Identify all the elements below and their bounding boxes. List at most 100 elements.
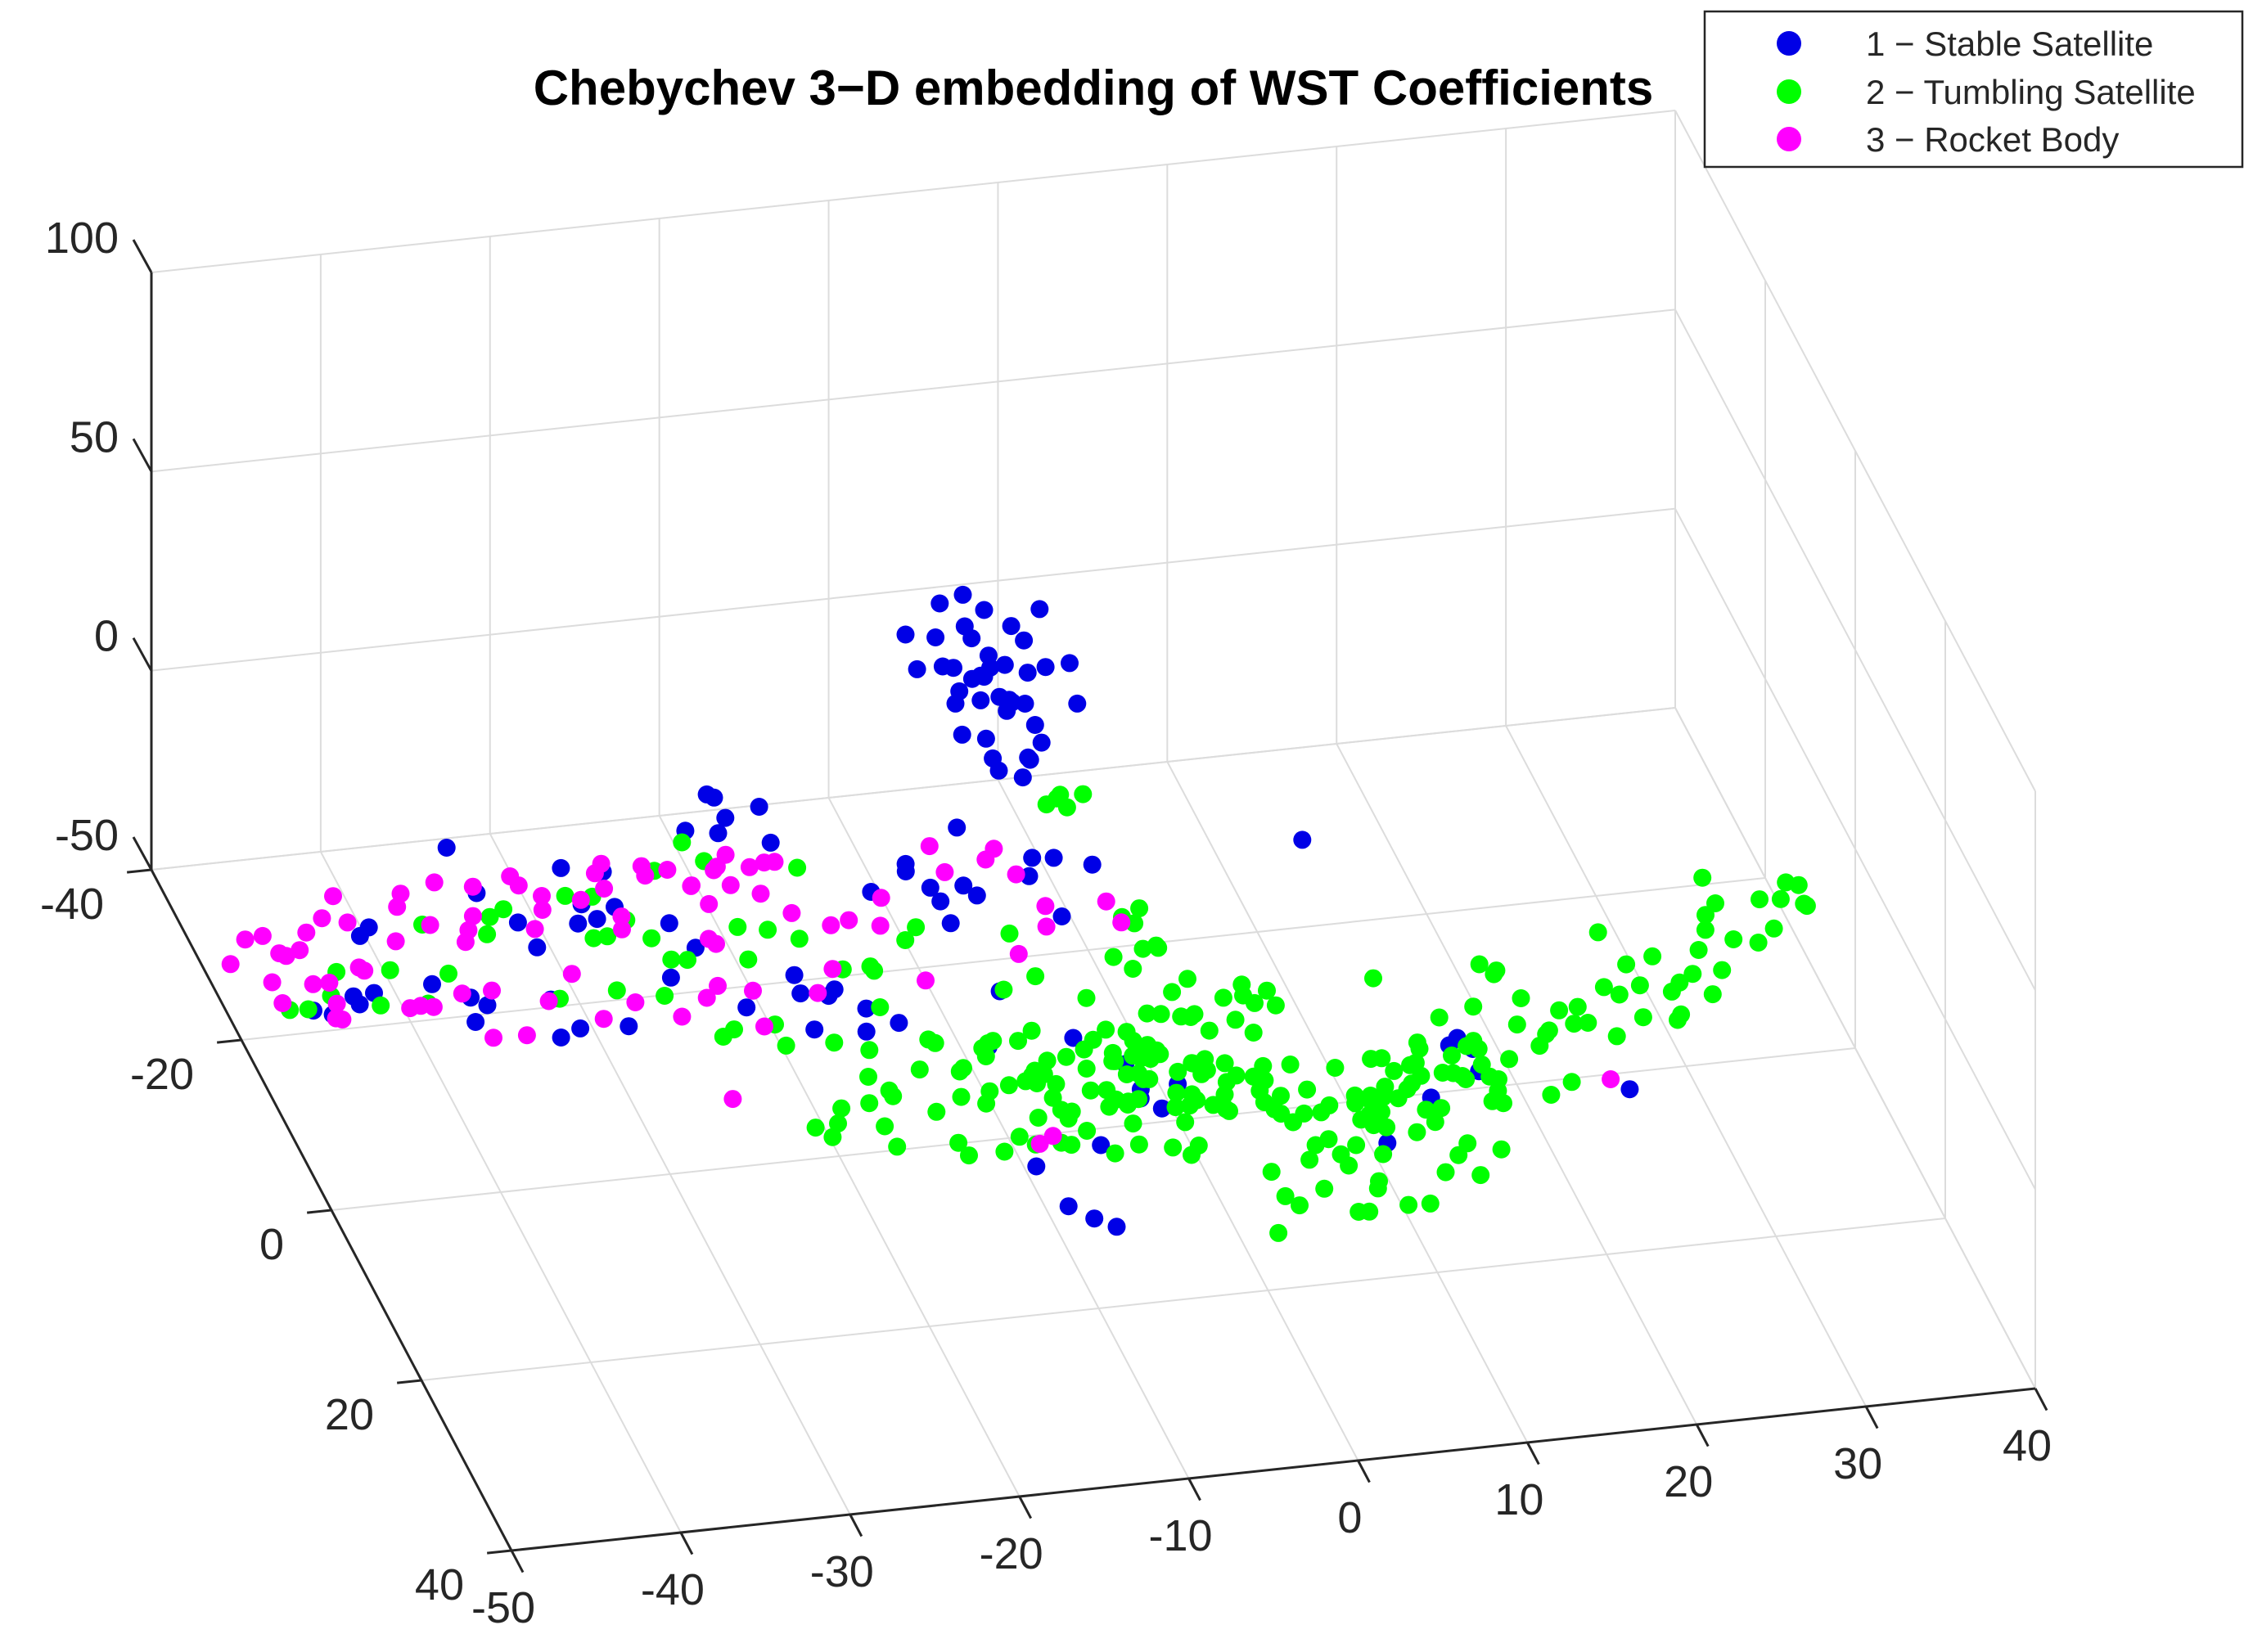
tumbling-satellite-point	[1034, 1065, 1053, 1083]
tumbling-satellite-point	[1696, 906, 1715, 925]
tumbling-satellite-point	[1226, 1011, 1245, 1029]
tumbling-satellite-point	[860, 1041, 879, 1060]
tumbling-satellite-point	[1565, 1015, 1584, 1033]
tumbling-satellite-point	[381, 961, 399, 979]
tumbling-satellite-point	[954, 1059, 972, 1078]
tumbling-satellite-point	[1125, 914, 1144, 933]
tumbling-satellite-point	[1187, 1091, 1206, 1110]
rocket-body-point	[1097, 892, 1115, 911]
rocket-body-point	[1009, 944, 1028, 963]
rocket-body-point	[755, 1017, 773, 1036]
tumbling-satellite-point	[1483, 1092, 1502, 1110]
rocket-body-point	[744, 981, 762, 1000]
tumbling-satellite-point	[919, 1030, 938, 1049]
tumbling-satellite-point	[1057, 798, 1076, 817]
stable-satellite-point	[1293, 831, 1312, 849]
stable-satellite-point	[975, 668, 994, 686]
tumbling-satellite-point	[1119, 1096, 1138, 1114]
tumbling-satellite-point	[1258, 981, 1276, 1000]
stable-satellite-point	[1013, 768, 1032, 787]
rocket-body-point	[236, 930, 255, 949]
tumbling-satellite-point	[1672, 1005, 1691, 1024]
tumbling-satellite-point	[1062, 1136, 1081, 1155]
tumbling-satellite-point	[1426, 1113, 1444, 1132]
rocket-body-point	[707, 934, 725, 953]
stable-satellite-point	[1083, 855, 1102, 874]
rocket-body-point	[424, 997, 443, 1016]
tumbling-satellite-point	[739, 950, 758, 969]
tumbling-satellite-point	[1022, 1021, 1041, 1040]
tumbling-satellite-point	[1703, 985, 1722, 1004]
tumbling-satellite-point	[1340, 1156, 1359, 1175]
rocket-body-point	[1030, 1134, 1049, 1153]
tumbling-satellite-point	[1298, 1080, 1317, 1099]
tumbling-satellite-point	[1281, 1056, 1300, 1074]
grid-line	[1674, 110, 2036, 792]
tumbling-satellite-point	[1026, 967, 1045, 986]
y-axis-tick	[307, 1209, 332, 1214]
rocket-body-point	[1037, 917, 1056, 936]
rocket-body-point	[683, 876, 701, 895]
tumbling-satellite-point	[1485, 965, 1503, 984]
stable-satellite-point	[350, 926, 369, 945]
stable-satellite-point	[737, 998, 756, 1017]
tumbling-satellite-point	[1151, 1005, 1170, 1024]
x-tick-label: -10	[1149, 1511, 1213, 1560]
rocket-body-point	[338, 913, 357, 932]
stable-satellite-point	[908, 659, 926, 678]
tumbling-satellite-point	[896, 931, 915, 949]
tumbling-satellite-point	[1077, 1060, 1096, 1078]
tumbling-satellite-point	[1124, 960, 1142, 978]
tumbling-satellite-point	[1178, 970, 1196, 988]
tumbling-satellite-point	[1151, 1045, 1169, 1064]
stable-satellite-point	[1085, 1209, 1104, 1228]
tumbling-satellite-point	[1097, 1081, 1116, 1100]
rocket-body-point	[673, 1007, 692, 1026]
rocket-body-point	[595, 880, 614, 898]
stable-satellite-point	[588, 910, 606, 929]
stable-satellite-point	[660, 914, 678, 933]
tumbling-satellite-point	[806, 1119, 825, 1137]
stable-satellite-point	[1015, 631, 1034, 650]
stable-satellite-point	[953, 725, 971, 744]
tumbling-satellite-point	[1764, 919, 1783, 938]
tumbling-satellite-point	[1368, 1179, 1387, 1198]
y-tick-label: 0	[259, 1220, 284, 1269]
rocket-body-point	[421, 916, 439, 934]
stable-satellite-point	[478, 996, 497, 1015]
tumbling-satellite-point	[1077, 988, 1096, 1007]
tumbling-satellite-point	[1539, 1021, 1558, 1040]
y-tick-label: 20	[325, 1390, 374, 1439]
stable-satellite-point	[1107, 1218, 1126, 1236]
stable-satellite-point	[890, 1014, 908, 1033]
x-axis-line	[511, 1387, 2036, 1552]
tumbling-satellite-point	[1244, 1067, 1263, 1086]
tumbling-satellite-point	[714, 1028, 732, 1046]
tumbling-satellite-point	[1403, 1074, 1422, 1093]
y-tick-label: 40	[415, 1560, 464, 1609]
rocket-body-point	[871, 916, 890, 935]
tumbling-satellite-point	[607, 981, 626, 1000]
legend-marker-stable	[1777, 31, 1801, 56]
rocket-body-point	[1043, 1127, 1062, 1146]
tumbling-satellite-point	[1057, 1047, 1075, 1066]
tumbling-satellite-point	[952, 1087, 971, 1106]
tumbling-satellite-point	[1579, 1014, 1597, 1032]
tumbling-satellite-point	[790, 930, 809, 948]
tumbling-satellite-point	[960, 1146, 978, 1165]
tumbling-satellite-point	[1689, 941, 1708, 959]
tumbling-satellite-point	[1029, 1109, 1048, 1127]
x-tick-label: 20	[1664, 1457, 1713, 1506]
rocket-body-point	[594, 1010, 613, 1029]
rocket-body-point	[723, 1090, 742, 1109]
tumbling-satellite-point	[1262, 1163, 1281, 1182]
legend-label-stable: 1 − Stable Satellite	[1866, 25, 2153, 63]
tick-labels: -50 -40 -30 -20 -10 0 10 20 30 40-40-2002040-5005…	[40, 214, 2052, 1632]
tumbling-satellite-point	[1117, 1023, 1136, 1042]
rocket-body-point	[976, 850, 995, 869]
x-axis-tick	[849, 1514, 863, 1537]
tumbling-satellite-point	[1138, 1004, 1156, 1023]
x-tick-label: -30	[810, 1547, 874, 1596]
tumbling-satellite-point	[1562, 1073, 1581, 1092]
tumbling-satellite-point	[1373, 1088, 1392, 1107]
